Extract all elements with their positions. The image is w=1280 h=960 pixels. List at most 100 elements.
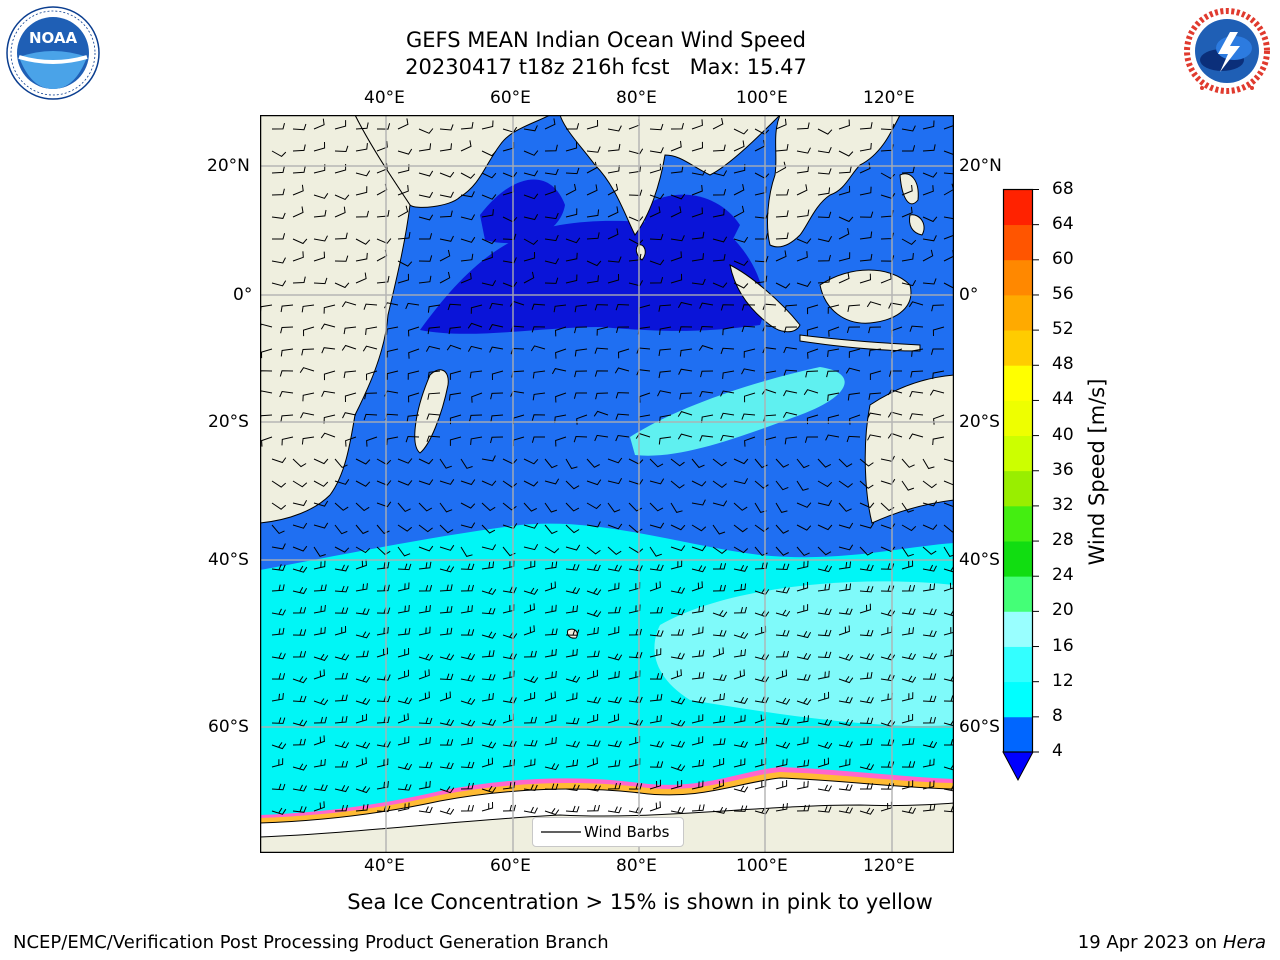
lon-label-bottom-40e: 40°E bbox=[364, 856, 405, 876]
wind-barb bbox=[691, 759, 705, 768]
wind-barb bbox=[796, 804, 810, 812]
wind-barb bbox=[574, 304, 588, 313]
wind-barb bbox=[838, 740, 853, 748]
wind-barb bbox=[341, 344, 357, 351]
wind-barb bbox=[481, 693, 494, 702]
wind-barb bbox=[712, 208, 725, 218]
wind-barb bbox=[418, 502, 433, 512]
wind-barb bbox=[712, 254, 726, 262]
wind-barb bbox=[775, 282, 791, 289]
wind-barb bbox=[418, 479, 434, 486]
wind-barb bbox=[271, 280, 287, 287]
wind-barb bbox=[741, 304, 756, 311]
wind-barb bbox=[838, 653, 854, 661]
wind-barb bbox=[901, 738, 915, 746]
wind-barb bbox=[733, 184, 745, 196]
wind-barb bbox=[838, 185, 851, 196]
wind-barb bbox=[607, 546, 622, 556]
wind-barb bbox=[544, 628, 558, 636]
wind-barb bbox=[796, 238, 812, 244]
wind-barb bbox=[502, 696, 517, 704]
wind-barb bbox=[523, 502, 538, 512]
lon-label-top-120e: 120°E bbox=[863, 88, 915, 108]
wind-barb bbox=[922, 780, 935, 790]
wind-barb bbox=[712, 144, 726, 152]
wind-barb bbox=[712, 647, 724, 658]
wind-barb bbox=[397, 647, 410, 658]
wind-barb bbox=[376, 238, 392, 244]
wind-barb bbox=[754, 524, 769, 533]
wind-barb bbox=[775, 586, 790, 594]
wind-barb bbox=[796, 581, 809, 592]
wind-barb bbox=[628, 524, 643, 533]
wind-barb bbox=[679, 392, 693, 400]
wind-barb bbox=[565, 784, 580, 792]
madagascar bbox=[414, 369, 449, 454]
wind-barb bbox=[733, 583, 747, 592]
wind-barb bbox=[355, 804, 369, 812]
wind-barb bbox=[607, 523, 623, 530]
wind-barb bbox=[691, 714, 704, 724]
wind-barb bbox=[922, 546, 937, 555]
wind-barb bbox=[386, 326, 399, 335]
colorbar-segment bbox=[1003, 470, 1033, 507]
wind-barb bbox=[481, 238, 497, 245]
wind-barb bbox=[733, 805, 748, 812]
wind-map bbox=[260, 115, 954, 853]
wind-barb bbox=[901, 652, 916, 660]
wind-barb bbox=[712, 674, 727, 682]
noaa-logo-text: NOAA bbox=[29, 29, 78, 47]
wind-barb bbox=[922, 500, 938, 507]
wind-barb bbox=[741, 413, 756, 420]
wind-barb bbox=[271, 783, 286, 791]
wind-barb bbox=[313, 546, 326, 557]
wind-barb bbox=[943, 119, 954, 130]
wind-barb bbox=[376, 647, 389, 658]
wind-barb bbox=[313, 784, 328, 792]
wind-barb bbox=[418, 605, 431, 614]
wind-barb bbox=[922, 185, 934, 196]
wind-barb bbox=[565, 274, 578, 284]
footer-credit: NCEP/EMC/Verification Post Processing Pr… bbox=[13, 932, 609, 953]
wind-barb bbox=[425, 345, 441, 352]
wind-barb bbox=[901, 584, 916, 592]
wind-barb bbox=[544, 144, 558, 152]
wind-barb bbox=[670, 806, 685, 814]
wind-barb bbox=[722, 326, 735, 336]
wind-barb bbox=[901, 714, 914, 724]
wind-barb bbox=[565, 183, 577, 196]
wind-barb bbox=[607, 206, 619, 218]
wind-barb bbox=[754, 212, 769, 219]
wind-barb bbox=[607, 782, 621, 790]
wind-barb bbox=[649, 546, 662, 557]
wind-barb bbox=[481, 455, 496, 462]
wind-barb bbox=[355, 238, 371, 245]
wind-barb bbox=[481, 502, 496, 512]
wind-barb bbox=[292, 458, 307, 468]
wind-barb bbox=[407, 392, 420, 403]
wind-barb bbox=[565, 237, 581, 244]
wind-barb bbox=[481, 561, 495, 570]
wind-barb bbox=[817, 583, 831, 592]
wind-barb bbox=[439, 479, 455, 485]
wind-barb bbox=[334, 232, 348, 240]
australia bbox=[864, 374, 954, 524]
wind-barb bbox=[363, 303, 378, 310]
wind-barb bbox=[607, 626, 620, 636]
wind-barb bbox=[292, 123, 307, 131]
wind-barb bbox=[860, 783, 874, 790]
wind-barb bbox=[586, 146, 601, 153]
footer-date: 19 Apr 2023 on Hera bbox=[1078, 932, 1266, 953]
wind-barb bbox=[586, 161, 598, 174]
wind-barb bbox=[782, 411, 798, 418]
wind-barb bbox=[901, 627, 914, 636]
wind-barb bbox=[607, 164, 620, 174]
wind-barb bbox=[817, 741, 833, 749]
lon-label-top-100e: 100°E bbox=[736, 88, 788, 108]
wind-barb bbox=[628, 253, 642, 262]
wind-barb bbox=[292, 144, 306, 152]
wind-barb bbox=[439, 191, 454, 198]
wind-barb bbox=[448, 392, 462, 401]
wind-barb bbox=[523, 271, 535, 284]
wind-barb bbox=[713, 563, 727, 570]
